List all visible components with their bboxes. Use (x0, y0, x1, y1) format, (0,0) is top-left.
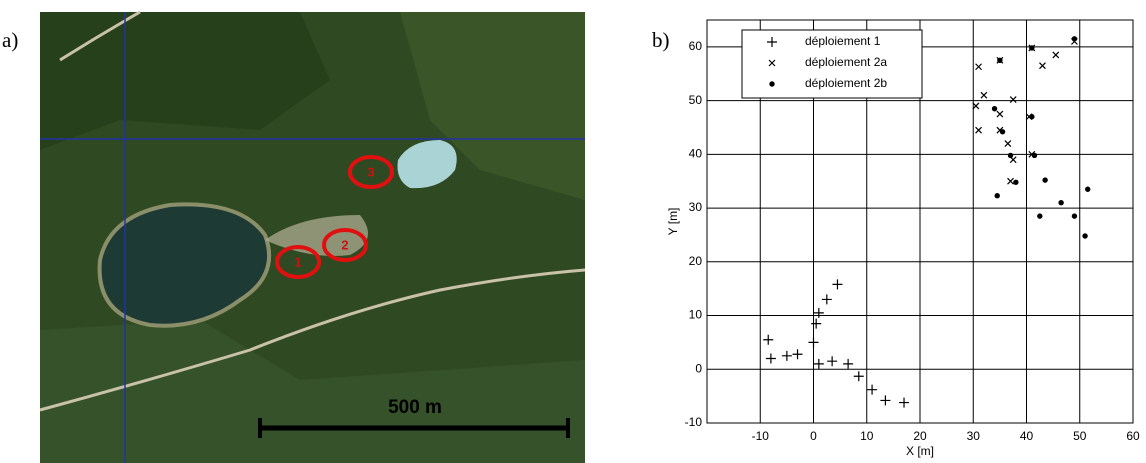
y-axis-label: Y [m] (666, 208, 680, 236)
point (1071, 36, 1078, 42)
point (999, 129, 1006, 135)
x-tick-label: 50 (1073, 429, 1087, 443)
point (997, 57, 1003, 63)
point (813, 307, 824, 318)
point (1052, 51, 1060, 59)
legend-marker (769, 81, 775, 87)
point (811, 318, 822, 329)
point (1071, 213, 1078, 219)
site-label: 3 (367, 164, 374, 179)
x-axis-label: X [m] (906, 444, 934, 458)
point (813, 358, 824, 369)
y-tick-label: -10 (685, 415, 703, 429)
point (1031, 152, 1038, 159)
point (1029, 114, 1035, 120)
point (1042, 177, 1048, 183)
point (975, 63, 982, 71)
point (1013, 179, 1019, 185)
legend-label: déploiement 2a (805, 55, 887, 69)
point (765, 353, 776, 364)
legend-marker (768, 59, 776, 67)
point (994, 193, 1000, 199)
point (867, 384, 878, 395)
point (827, 356, 838, 367)
y-tick-label: 0 (695, 361, 702, 375)
point (1009, 96, 1017, 103)
point (996, 110, 1004, 118)
point (1037, 213, 1043, 219)
point (832, 279, 843, 290)
point (808, 337, 819, 348)
x-tick-label: 0 (810, 429, 817, 443)
point (1007, 152, 1014, 159)
point (781, 350, 792, 361)
point (853, 371, 864, 382)
scale-label: 500 m (388, 397, 442, 418)
point (1039, 62, 1046, 70)
point (821, 294, 832, 305)
point (1058, 199, 1064, 206)
point (843, 358, 854, 369)
y-tick-label: 30 (689, 200, 703, 214)
aerial-image (39, 10, 586, 463)
point (880, 395, 891, 406)
x-tick-label: 40 (1020, 429, 1034, 443)
y-tick-label: 50 (689, 93, 703, 107)
site-label: 2 (341, 237, 348, 252)
x-tick-label: -10 (752, 429, 770, 443)
panel-label: a) (2, 28, 18, 52)
x-tick-label: 60 (1126, 429, 1140, 443)
point (899, 397, 910, 408)
point (1004, 140, 1012, 148)
x-tick-label: 20 (913, 429, 927, 443)
point (763, 334, 774, 345)
point (1029, 45, 1035, 51)
point (1085, 186, 1091, 192)
site-label: 1 (294, 254, 301, 269)
point (1007, 177, 1014, 185)
y-tick-label: 40 (689, 147, 703, 161)
legend-marker (767, 37, 777, 47)
point (1082, 233, 1088, 239)
y-tick-label: 20 (689, 254, 703, 268)
y-tick-label: 60 (689, 39, 703, 53)
x-tick-label: 10 (860, 429, 874, 443)
point (972, 102, 980, 110)
legend-label: déploiement 2b (805, 76, 887, 90)
point (991, 105, 998, 112)
panel-label: b) (652, 28, 670, 52)
y-tick-label: 10 (689, 308, 703, 322)
point (792, 349, 803, 360)
point (980, 91, 988, 99)
point (975, 126, 982, 134)
legend-label: déploiement 1 (805, 34, 881, 48)
x-tick-label: 30 (967, 429, 981, 443)
